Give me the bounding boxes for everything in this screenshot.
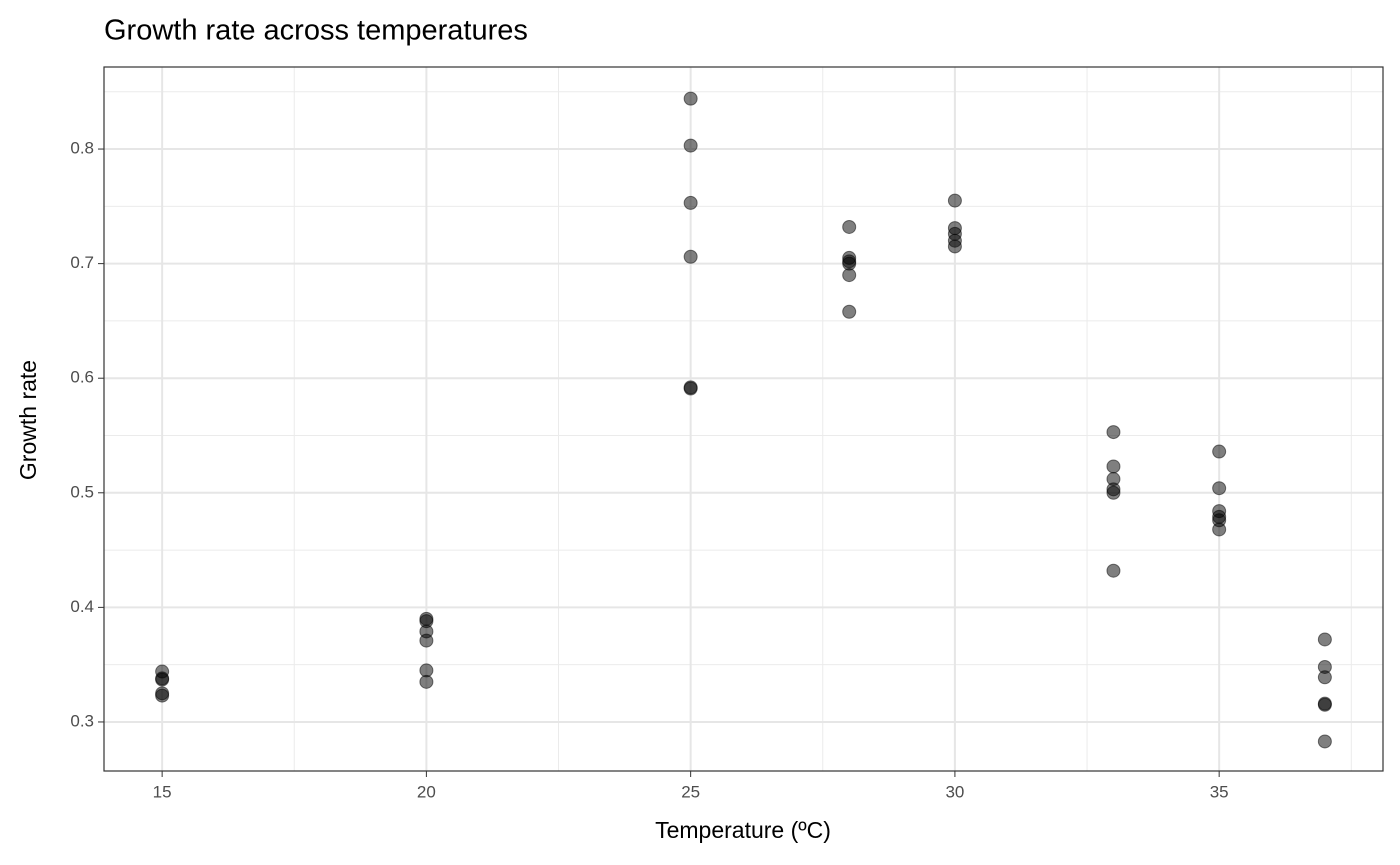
point <box>842 304 857 319</box>
point <box>1212 444 1227 459</box>
point <box>1106 563 1121 578</box>
y-axis-label: Growth rate <box>15 360 41 480</box>
point <box>155 688 170 703</box>
y-tick-label: 0.4 <box>70 597 94 616</box>
point <box>683 91 698 106</box>
point <box>1106 485 1121 500</box>
y-tick-label: 0.3 <box>70 711 94 730</box>
x-tick-label: 30 <box>945 782 964 801</box>
point <box>683 138 698 153</box>
point <box>683 381 698 396</box>
point <box>683 249 698 264</box>
point <box>1212 522 1227 537</box>
x-tick-label: 35 <box>1210 782 1229 801</box>
point <box>155 672 170 687</box>
y-tick-label: 0.8 <box>70 139 94 158</box>
point <box>1212 481 1227 496</box>
y-tick-label: 0.6 <box>70 368 94 387</box>
point <box>419 633 434 648</box>
point <box>683 195 698 210</box>
x-tick-label: 25 <box>681 782 700 801</box>
y-tick-label: 0.5 <box>70 482 94 501</box>
point <box>842 268 857 283</box>
point <box>1317 697 1332 712</box>
x-tick-label: 15 <box>153 782 172 801</box>
point <box>1317 670 1332 685</box>
x-axis-label: Temperature (ºC) <box>655 817 831 843</box>
y-tick-label: 0.7 <box>70 253 94 272</box>
point <box>947 239 962 254</box>
point <box>1106 425 1121 440</box>
point <box>419 674 434 689</box>
point <box>1317 734 1332 749</box>
x-tick-label: 20 <box>417 782 436 801</box>
point <box>842 219 857 234</box>
panel-border <box>103 66 1384 772</box>
chart-title: Growth rate across temperatures <box>104 15 528 47</box>
point <box>1106 459 1121 474</box>
point <box>947 193 962 208</box>
point <box>1317 632 1332 647</box>
